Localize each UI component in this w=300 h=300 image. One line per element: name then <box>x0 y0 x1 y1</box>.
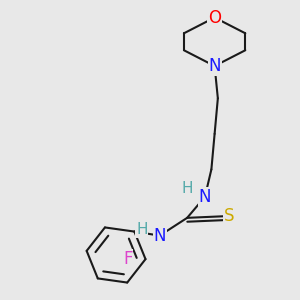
Text: H: H <box>136 222 148 237</box>
Text: N: N <box>208 57 221 75</box>
Text: S: S <box>224 207 234 225</box>
Text: H: H <box>182 181 193 196</box>
Text: O: O <box>208 8 221 26</box>
Text: F: F <box>123 250 133 268</box>
Text: N: N <box>153 226 166 244</box>
Text: N: N <box>199 188 211 206</box>
